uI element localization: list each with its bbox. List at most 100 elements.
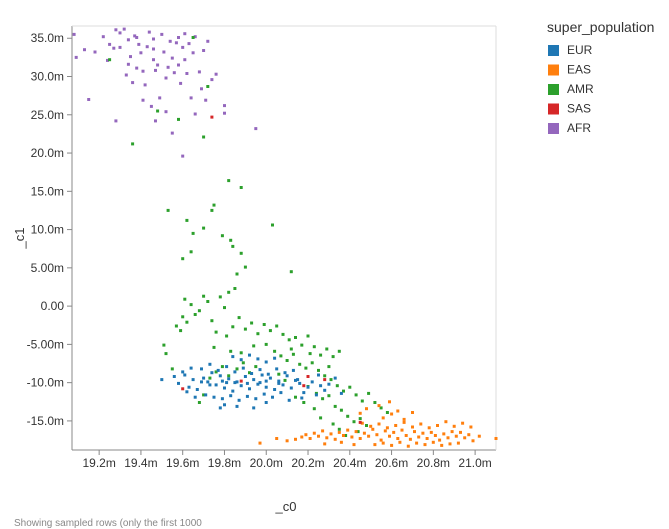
data-point-afr xyxy=(193,112,197,116)
data-point-afr xyxy=(149,104,153,108)
data-point-amr xyxy=(294,336,297,339)
data-point-amr xyxy=(335,384,339,388)
data-point-amr xyxy=(310,361,314,365)
data-point-afr xyxy=(145,45,149,49)
data-point-eas xyxy=(367,434,371,438)
data-point-eas xyxy=(371,427,375,431)
x-tick-label: 20.0m xyxy=(250,456,283,470)
data-point-amr xyxy=(289,270,293,274)
data-point-amr xyxy=(212,203,216,207)
data-point-amr xyxy=(385,411,389,414)
data-point-amr xyxy=(229,238,233,242)
data-point-eas xyxy=(448,442,452,446)
data-point-amr xyxy=(317,368,320,372)
data-point-afr xyxy=(129,55,132,59)
data-point-eur xyxy=(231,355,235,359)
data-point-amr xyxy=(321,397,325,401)
data-point-amr xyxy=(256,332,260,336)
data-point-eur xyxy=(225,381,229,385)
data-point-eas xyxy=(360,421,364,425)
legend-swatch-eur xyxy=(548,45,559,56)
data-point-afr xyxy=(206,39,210,43)
y-tick-label: 10.0m xyxy=(31,223,64,237)
data-point-eur xyxy=(294,378,297,382)
data-point-eas xyxy=(258,441,262,445)
data-point-eur xyxy=(233,370,237,374)
y-tick-label: -10.0m xyxy=(27,376,64,390)
data-point-afr xyxy=(135,66,139,70)
data-point-eas xyxy=(325,436,329,440)
data-point-amr xyxy=(319,353,323,357)
data-point-afr xyxy=(162,50,166,54)
data-point-afr xyxy=(106,58,109,62)
data-point-eur xyxy=(285,374,289,378)
y-tick-label: -15.0m xyxy=(27,414,64,428)
data-point-eur xyxy=(256,382,260,386)
data-point-eas xyxy=(388,434,391,438)
data-point-eas xyxy=(461,421,465,425)
legend-swatch-afr xyxy=(548,123,559,134)
data-point-eur xyxy=(189,366,193,370)
data-point-afr xyxy=(133,34,137,38)
data-point-eas xyxy=(442,432,446,436)
y-tick-label: 25.0m xyxy=(31,108,64,122)
data-point-eur xyxy=(281,383,285,387)
data-point-eur xyxy=(273,388,277,391)
data-point-amr xyxy=(250,321,254,325)
data-point-eur xyxy=(220,379,224,383)
data-point-amr xyxy=(229,349,233,353)
data-point-afr xyxy=(108,42,112,46)
data-point-amr xyxy=(202,294,206,298)
data-point-afr xyxy=(154,68,157,72)
y-tick-label: 20.0m xyxy=(31,146,64,160)
data-point-amr xyxy=(206,300,210,303)
data-point-eur xyxy=(264,401,268,404)
y-tick-label: 30.0m xyxy=(31,70,64,84)
data-point-eur xyxy=(339,391,343,395)
data-point-amr xyxy=(225,334,229,338)
data-point-amr xyxy=(220,234,224,238)
data-point-eur xyxy=(225,365,229,369)
data-point-eur xyxy=(287,398,291,402)
data-point-eas xyxy=(381,416,385,420)
y-tick-label: 5.00m xyxy=(31,261,64,275)
x-tick-label: 20.4m xyxy=(333,456,366,470)
data-point-eur xyxy=(333,376,337,380)
data-point-eur xyxy=(183,373,187,377)
data-point-amr xyxy=(319,416,323,420)
data-point-amr xyxy=(277,372,281,376)
y-tick-label: 15.0m xyxy=(31,184,64,198)
data-point-afr xyxy=(160,32,164,36)
data-point-amr xyxy=(131,142,135,146)
data-point-eur xyxy=(218,406,222,410)
data-point-amr xyxy=(344,434,348,437)
data-point-afr xyxy=(177,36,180,39)
data-point-eas xyxy=(300,435,304,439)
legend-swatch-eas xyxy=(548,64,559,76)
data-point-afr xyxy=(124,73,128,77)
data-point-eas xyxy=(362,431,366,435)
data-point-eas xyxy=(294,437,297,441)
legend-swatch-amr xyxy=(548,84,559,95)
data-point-amr xyxy=(191,36,195,39)
data-point-eas xyxy=(388,400,391,404)
data-point-eur xyxy=(223,386,226,390)
legend-items: EUR EAS AMR SAS AFR xyxy=(548,43,594,135)
data-point-sas xyxy=(302,384,306,388)
data-point-amr xyxy=(185,320,189,324)
data-point-amr xyxy=(348,385,352,389)
data-point-eas xyxy=(275,437,279,440)
data-point-amr xyxy=(231,325,235,329)
points-layer xyxy=(72,27,498,448)
data-point-amr xyxy=(287,338,291,342)
data-point-afr xyxy=(152,58,155,62)
data-point-amr xyxy=(223,306,226,310)
y-axis-title: _c1 xyxy=(12,228,27,250)
data-point-eur xyxy=(220,397,224,401)
data-point-afr xyxy=(131,81,135,85)
data-point-amr xyxy=(327,365,331,369)
data-point-amr xyxy=(339,408,343,412)
data-point-eur xyxy=(319,384,323,388)
data-point-eas xyxy=(459,430,462,434)
data-point-amr xyxy=(243,265,247,269)
